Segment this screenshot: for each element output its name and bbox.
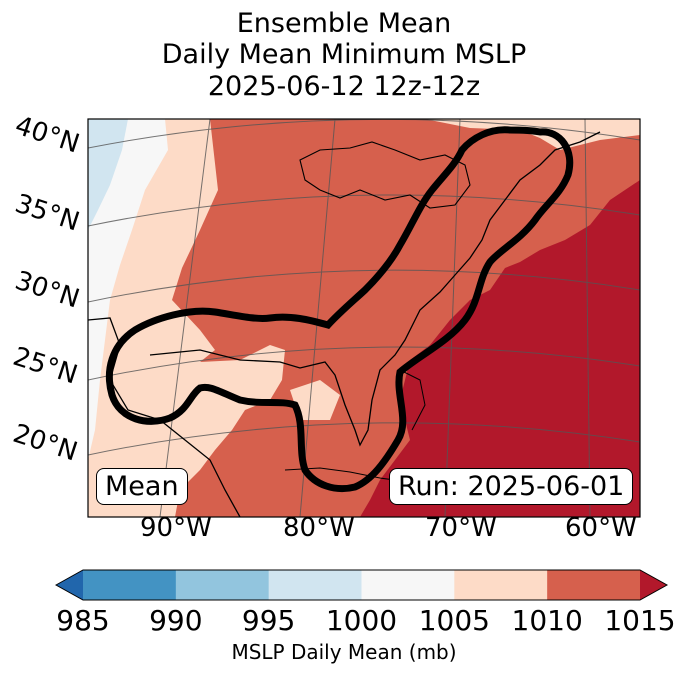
colorbar-bin-1010-1015 [547,570,641,600]
lon-label-60w: 60°W [565,513,637,543]
pressure-contour [105,126,574,493]
run-date-label: Run: 2025-06-01 [389,468,634,505]
colorbar-tick-label: 1005 [418,604,490,637]
colorbar-bin-990-995 [175,570,270,600]
colorbar-bin-1000-1005 [361,570,455,600]
graticule [88,119,640,517]
coastline-bahamas [399,369,426,431]
colorbar-extend-low [56,570,83,600]
lon-label-70w: 70°W [425,513,497,543]
colorbar-tick-label: 1015 [604,604,676,637]
colorbar-tick-label: 1010 [511,604,583,637]
great-lakes [299,141,471,209]
colorbar-tick-label: 990 [149,604,203,637]
map-frame [87,118,641,518]
field-1000-1005 [88,119,168,460]
mean-label: Mean [96,468,188,505]
field-1005-1010-gulf [290,380,340,420]
coastline-gulf-mexico [88,317,241,517]
field-1005-1010-northeast [425,119,640,150]
title-line-2: Daily Mean Minimum MSLP [161,39,527,70]
colorbar-tick-label: 1000 [325,604,398,637]
colorbar-bin-985-990 [83,570,177,600]
coastline-east [149,131,601,447]
colorbar-tick-label: 995 [241,604,296,637]
colorbar-extend-high [640,570,667,600]
colorbar-tick-label: 985 [56,604,110,637]
colorbar-bin-1005-1010 [454,570,548,600]
colorbar-bins [54,569,669,601]
colorbar-outline [54,569,669,601]
pressure-field [88,119,640,517]
colorbar-label: MSLP Daily Mean (mb) [231,640,457,664]
lon-label-80w: 80°W [283,513,355,543]
field-995-1000 [88,119,128,230]
title-line-1: Ensemble Mean [236,8,452,39]
title-line-3: 2025-06-12 12z-12z [207,71,481,102]
colorbar-bin-995-1000 [268,570,362,600]
lon-label-90w: 90°W [140,513,212,543]
